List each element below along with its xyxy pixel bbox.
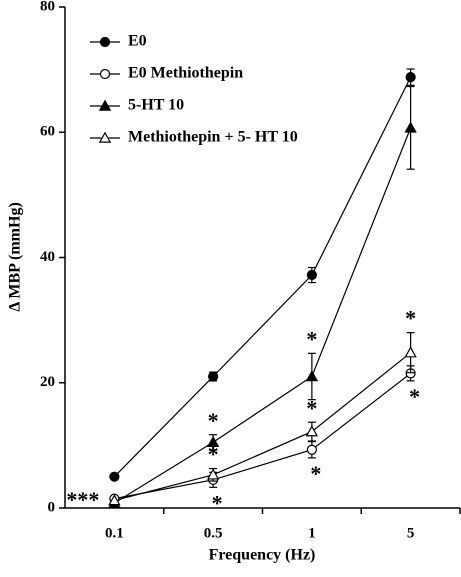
point: [405, 72, 416, 83]
point: [305, 370, 319, 382]
annotation: ***: [66, 487, 99, 512]
x-tick-label: 0.1: [105, 525, 124, 541]
significance-marker: *: [306, 395, 317, 420]
legend-label: 5-HT 10: [128, 97, 184, 114]
y-tick-label: 40: [40, 249, 55, 265]
significance-marker: *: [409, 384, 420, 409]
point: [99, 36, 111, 48]
point: [208, 371, 219, 382]
point: [305, 425, 319, 437]
y-axis-label: Δ MBP (mmHg): [7, 202, 24, 312]
point: [108, 494, 121, 506]
point: [206, 435, 220, 447]
significance-marker: *: [405, 306, 416, 331]
point: [98, 99, 112, 111]
x-tick-label: 0.5: [204, 525, 223, 541]
point: [109, 471, 120, 482]
significance-marker: *: [306, 326, 317, 351]
point: [404, 346, 417, 358]
point: [98, 131, 112, 143]
point: [306, 269, 317, 281]
series-line: [114, 127, 412, 504]
point: [306, 444, 317, 455]
significance-marker: *: [208, 442, 219, 467]
y-tick-label: 80: [40, 0, 55, 14]
y-tick-label: 20: [40, 374, 55, 390]
x-tick-label: 1: [308, 525, 316, 541]
series-line: [113, 76, 412, 478]
significance-marker: *: [310, 461, 321, 486]
legend-label: E0 Methiothepin: [128, 65, 243, 82]
x-tick-label: 5: [407, 525, 415, 541]
significance-marker: *: [212, 490, 223, 515]
y-tick-label: 60: [40, 124, 55, 140]
point: [206, 468, 220, 480]
point: [99, 68, 111, 80]
series-line: [114, 372, 411, 500]
y-tick-label: 0: [48, 499, 56, 515]
legend-label: E0: [128, 33, 147, 50]
significance-marker: *: [208, 408, 219, 433]
legend-label: Methiothepin + 5- HT 10: [128, 129, 298, 146]
x-axis-label: Frequency (Hz): [209, 547, 316, 564]
series-line: [114, 352, 411, 502]
point: [404, 121, 417, 133]
